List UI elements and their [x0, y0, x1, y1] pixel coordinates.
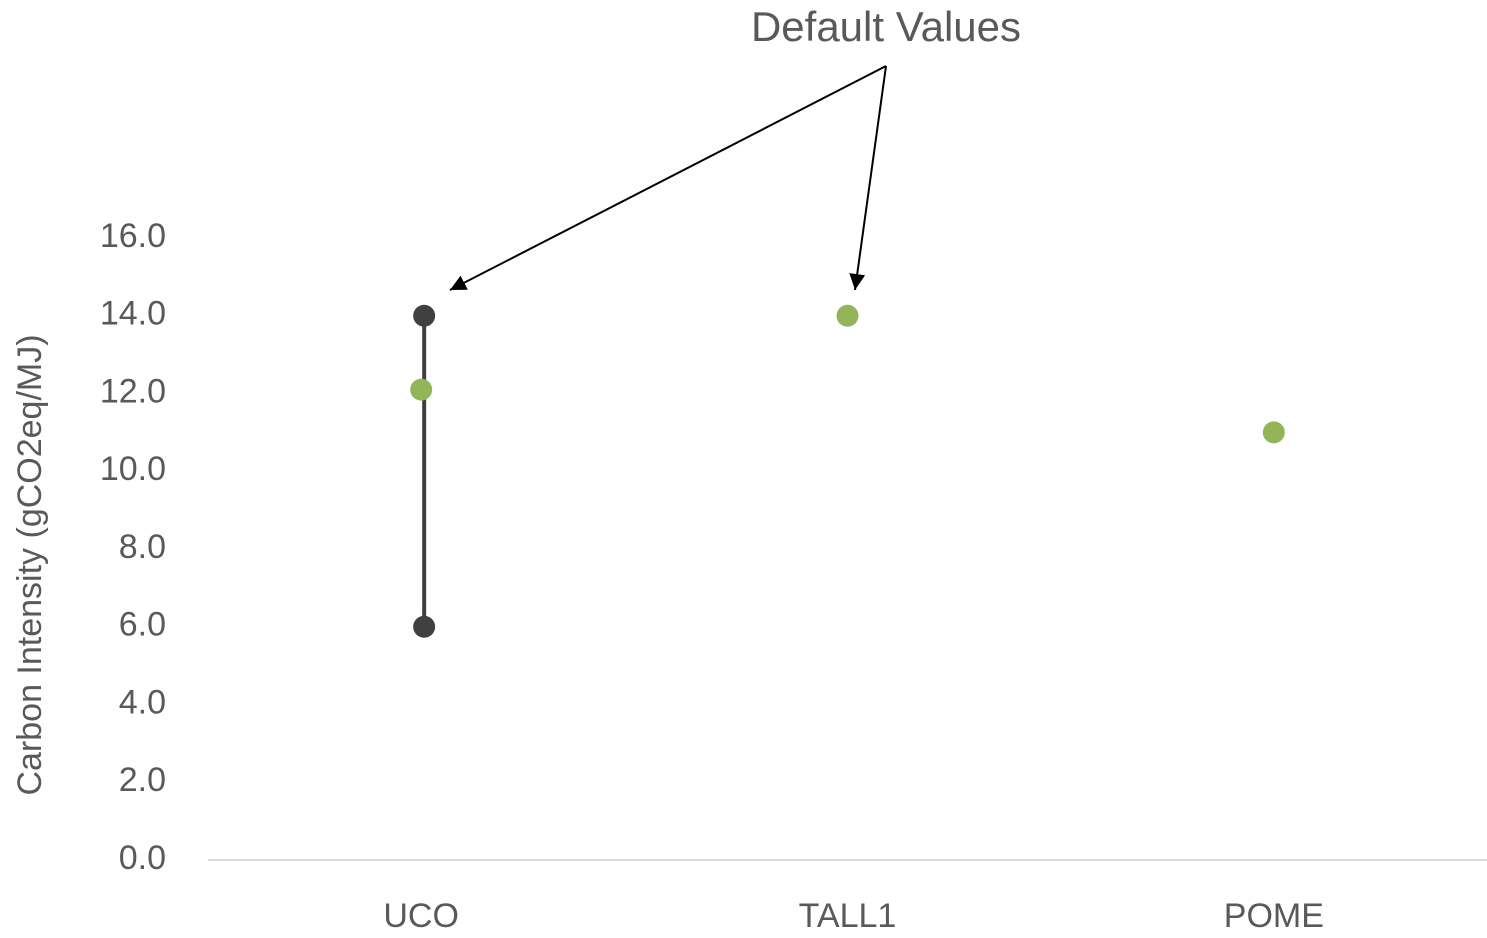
annotation-arrow — [449, 65, 887, 291]
y-tick-label: 6.0 — [119, 606, 166, 644]
y-tick-label: 2.0 — [119, 761, 166, 799]
x-tick-label: TALL1 — [799, 897, 897, 935]
y-tick-label: 4.0 — [119, 683, 166, 721]
range-end — [413, 304, 436, 327]
default-value — [836, 304, 859, 327]
y-tick-label: 10.0 — [100, 450, 166, 488]
y-tick-label: 16.0 — [100, 217, 166, 255]
y-tick-label: 8.0 — [119, 528, 166, 566]
y-tick-label: 14.0 — [100, 295, 166, 333]
range-end — [413, 615, 436, 638]
annotation: Default Values — [751, 3, 1021, 50]
y-tick-label: 0.0 — [119, 839, 166, 877]
y-axis-label: Carbon Intensity (gCO2eq/MJ) — [11, 334, 49, 795]
x-tick-label: UCO — [383, 897, 459, 935]
default-value — [410, 378, 433, 401]
annotation-arrow — [849, 65, 887, 291]
y-tick-label: 12.0 — [100, 372, 166, 410]
default-value — [1262, 421, 1285, 444]
x-tick-label: POME — [1224, 897, 1324, 935]
